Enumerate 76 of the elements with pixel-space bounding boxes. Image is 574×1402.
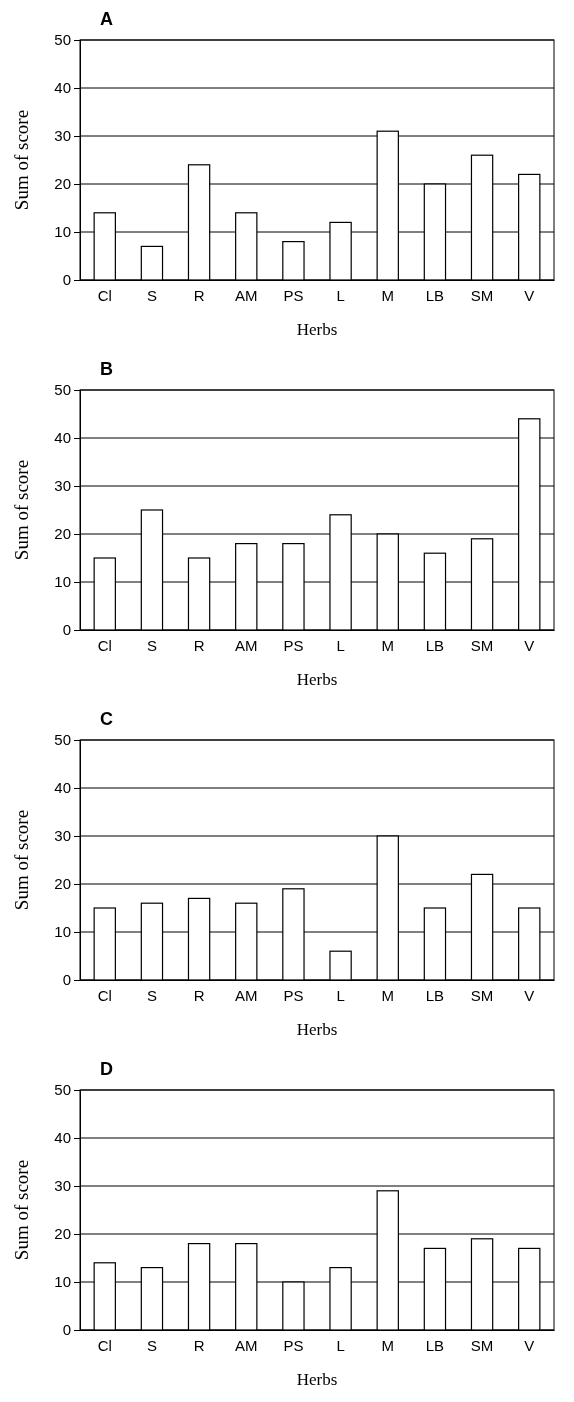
x-tick-label: V xyxy=(524,286,535,304)
x-tick-label: L xyxy=(336,1336,345,1354)
x-tick-label: V xyxy=(524,986,535,1004)
x-tick-label: PS xyxy=(283,286,304,304)
y-tick-label: 40 xyxy=(54,779,71,797)
y-tick-label: 40 xyxy=(54,79,71,97)
y-tick-label: 50 xyxy=(54,1081,71,1099)
y-tick-label: 0 xyxy=(62,971,71,989)
y-tick-label: 0 xyxy=(62,621,71,639)
x-tick-label: L xyxy=(336,636,345,654)
y-tick-label: 10 xyxy=(54,1273,71,1291)
x-tick-label: SM xyxy=(470,986,494,1004)
y-tick-label: 20 xyxy=(54,175,71,193)
x-tick-label: AM xyxy=(235,636,258,654)
x-tick-label: R xyxy=(193,1336,205,1354)
x-tick-label: LB xyxy=(425,286,445,304)
x-tick-label: AM xyxy=(235,286,258,304)
y-axis-title: Sum of score xyxy=(11,459,32,561)
x-axis-title: Herbs xyxy=(296,320,338,339)
y-tick-label: 50 xyxy=(54,381,71,399)
x-tick-label: S xyxy=(146,286,157,304)
y-tick-label: 20 xyxy=(54,525,71,543)
y-tick-label: 50 xyxy=(54,731,71,749)
y-axis-title: Sum of score xyxy=(11,1159,32,1261)
x-tick-label: LB xyxy=(425,986,445,1004)
x-tick-label: V xyxy=(524,1336,535,1354)
x-tick-label: SM xyxy=(470,286,494,304)
x-axis-title: Herbs xyxy=(296,1020,338,1039)
y-tick-label: 30 xyxy=(54,127,71,145)
x-tick-label: L xyxy=(336,986,345,1004)
x-tick-label: Cl xyxy=(97,286,112,304)
y-axis-title: Sum of score xyxy=(11,109,32,211)
x-tick-label: SM xyxy=(470,1336,494,1354)
x-axis-title: Herbs xyxy=(296,670,338,689)
x-tick-label: M xyxy=(381,636,394,654)
x-tick-label: S xyxy=(146,1336,157,1354)
y-tick-label: 0 xyxy=(62,1321,71,1339)
x-tick-label: Cl xyxy=(97,1336,112,1354)
x-tick-label: PS xyxy=(283,636,304,654)
y-tick-label: 10 xyxy=(54,923,71,941)
x-tick-label: AM xyxy=(235,986,258,1004)
y-tick-label: 20 xyxy=(54,1225,71,1243)
y-tick-label: 50 xyxy=(54,31,71,49)
y-tick-label: 20 xyxy=(54,875,71,893)
x-tick-label: M xyxy=(381,1336,394,1354)
x-tick-label: S xyxy=(146,636,157,654)
x-tick-label: PS xyxy=(283,986,304,1004)
y-tick-label: 10 xyxy=(54,223,71,241)
chart-title: D xyxy=(100,1059,113,1079)
x-tick-label: R xyxy=(193,286,205,304)
x-tick-label: V xyxy=(524,636,535,654)
chart-title: B xyxy=(100,359,113,379)
y-tick-label: 10 xyxy=(54,573,71,591)
x-tick-label: S xyxy=(146,986,157,1004)
chart-title: C xyxy=(100,709,113,729)
y-axis-title: Sum of score xyxy=(11,809,32,911)
y-tick-label: 30 xyxy=(54,1177,71,1195)
x-tick-label: Cl xyxy=(97,986,112,1004)
x-tick-label: LB xyxy=(425,1336,445,1354)
x-tick-label: M xyxy=(381,286,394,304)
x-tick-label: L xyxy=(336,286,345,304)
y-tick-label: 0 xyxy=(62,271,71,289)
y-tick-label: 30 xyxy=(54,477,71,495)
x-tick-label: M xyxy=(381,986,394,1004)
x-tick-label: AM xyxy=(235,1336,258,1354)
y-tick-label: 40 xyxy=(54,1129,71,1147)
x-tick-label: LB xyxy=(425,636,445,654)
x-tick-label: R xyxy=(193,636,205,654)
x-tick-label: R xyxy=(193,986,205,1004)
y-tick-label: 30 xyxy=(54,827,71,845)
y-tick-label: 40 xyxy=(54,429,71,447)
x-axis-title: Herbs xyxy=(296,1370,338,1389)
x-tick-label: PS xyxy=(283,1336,304,1354)
x-tick-label: Cl xyxy=(97,636,112,654)
x-tick-label: SM xyxy=(470,636,494,654)
chart-title: A xyxy=(100,9,113,29)
